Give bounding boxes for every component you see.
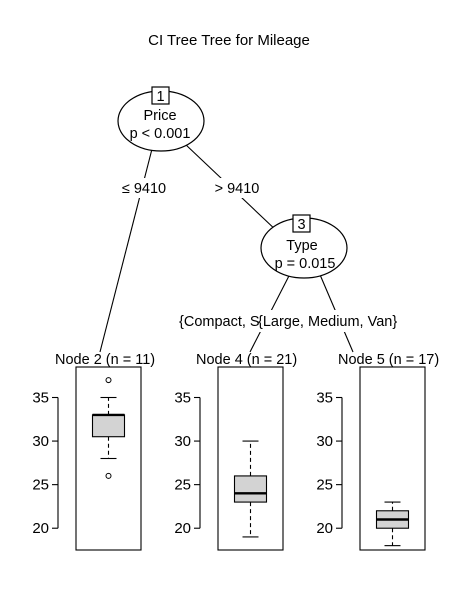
- boxplot-panel-node-5: 20 25 30 35: [316, 366, 426, 551]
- panel-frame: [75, 366, 142, 551]
- inner-node-3: 3 Type p = 0.015: [260, 214, 348, 279]
- terminal-label-node-2: Node 2 (n = 11): [55, 352, 155, 368]
- iqr-box: [233, 475, 268, 503]
- terminal-label-node-5: Node 5 (n = 17): [338, 352, 439, 368]
- y-tick-label: 30: [174, 433, 191, 450]
- outlier-point: [105, 377, 112, 384]
- edge-label-bg: [111, 178, 177, 198]
- node-pvalue: p = 0.015: [275, 256, 336, 272]
- y-tick-label: 35: [32, 390, 49, 407]
- edge-label-large-medium-van: {Large, Medium, Van}: [258, 314, 397, 330]
- node-id-box: [151, 86, 170, 105]
- diagram-title: CI Tree Tree for Mileage: [148, 32, 310, 49]
- y-tick-label: 20: [174, 520, 191, 537]
- node-id-box: [292, 214, 311, 233]
- y-tick-label: 20: [32, 520, 49, 537]
- boxplot-panel-node-2: 20 25 30 35: [32, 366, 142, 551]
- node-variable: Type: [286, 238, 317, 254]
- inner-node-1: 1 Price p < 0.001: [117, 86, 205, 152]
- y-tick-label: 25: [32, 477, 49, 494]
- panel-frame: [359, 366, 426, 551]
- node-pvalue: p < 0.001: [130, 126, 191, 142]
- panel-frame: [217, 366, 284, 551]
- y-tick-label: 25: [174, 477, 191, 494]
- y-tick-label: 20: [316, 520, 333, 537]
- edge-label-compact: {Compact, S: [179, 314, 260, 330]
- y-tick-label: 30: [32, 433, 49, 450]
- edge-label-bg: [208, 178, 266, 198]
- y-tick-label: 25: [316, 477, 333, 494]
- outlier-point: [105, 472, 112, 479]
- node-id: 1: [156, 89, 164, 105]
- edge-label-bg: [177, 310, 415, 332]
- edge-label-gt-9410: > 9410: [215, 181, 260, 197]
- y-tick-label: 35: [316, 390, 333, 407]
- boxplot-panel-node-4: 20 25 30 35: [174, 366, 284, 551]
- node-id: 3: [297, 217, 305, 233]
- iqr-box: [91, 414, 126, 438]
- terminal-label-node-4: Node 4 (n = 21): [196, 352, 297, 368]
- y-tick-label: 35: [174, 390, 191, 407]
- edge-label-le-9410: ≤ 9410: [122, 181, 166, 197]
- node-variable: Price: [143, 108, 176, 124]
- y-tick-label: 30: [316, 433, 333, 450]
